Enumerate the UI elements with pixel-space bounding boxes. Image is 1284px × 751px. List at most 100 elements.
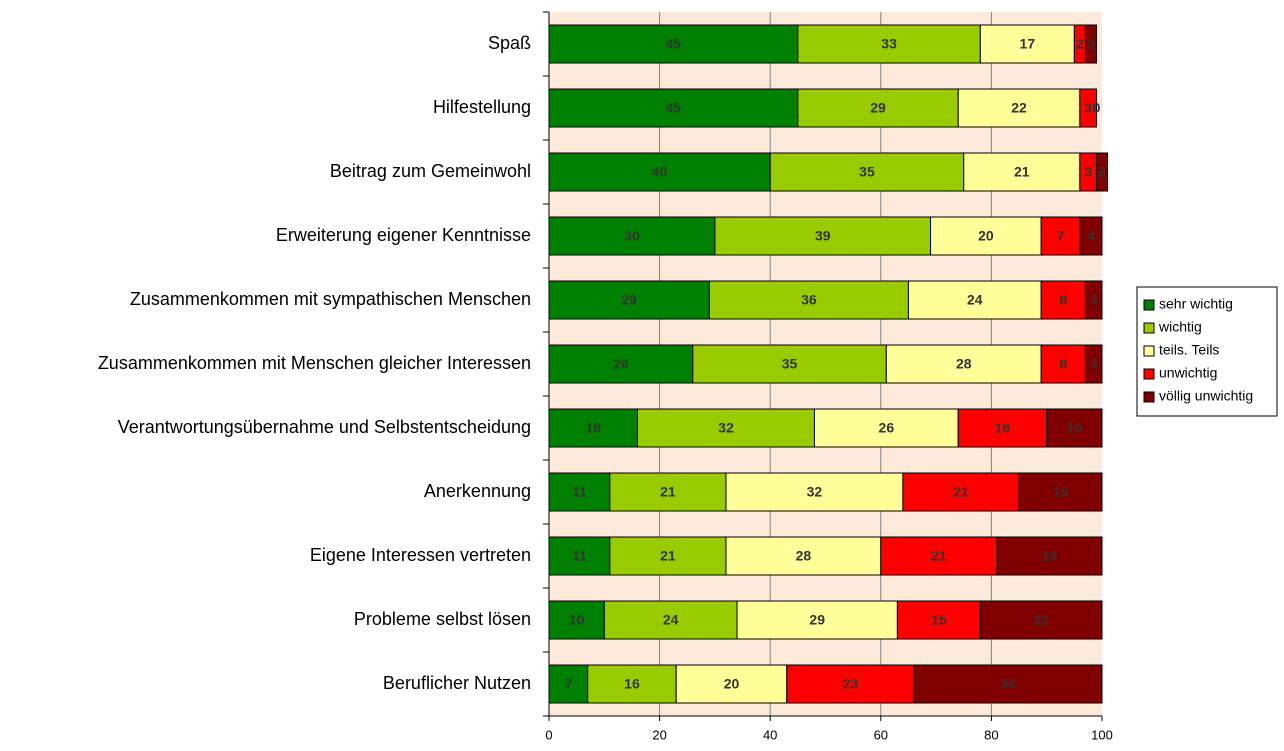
data-label: 28 [956,356,972,372]
bar-segment [797,88,959,128]
data-label: 21 [953,484,969,500]
data-label: 32 [807,484,823,500]
data-label: 15 [931,612,947,628]
data-label: 10 [569,612,585,628]
data-label: 8 [1059,292,1067,308]
data-label: 24 [663,612,679,628]
data-label: 36 [801,292,817,308]
data-label: 33 [881,36,897,52]
data-label: 15 [1053,484,1069,500]
data-label: 29 [809,612,825,628]
bar-segment [636,408,815,448]
y-tick-label: Zusammenkommen mit sympathischen Mensche… [130,289,531,309]
bar-segment [548,216,716,256]
data-label: 35 [859,164,875,180]
y-tick-label: Beruflicher Nutzen [383,673,531,693]
legend-label: wichtig [1158,319,1202,335]
y-tick-label: Spaß [488,33,531,53]
data-label: 21 [660,548,676,564]
legend-label: teils. Teils [1159,342,1219,358]
data-label: 40 [652,164,668,180]
data-label: 19 [1042,548,1058,564]
bar-segment [548,152,771,192]
bar-segment [548,280,710,320]
data-label: 17 [1020,36,1036,52]
legend-label: sehr wichtig [1159,296,1233,312]
legend-swatch [1143,391,1155,403]
x-tick-label: 40 [763,727,777,742]
bar-segment [885,344,1042,384]
bar-segment [1084,280,1103,320]
data-label: 11 [572,484,587,500]
bar-segment [1079,88,1097,128]
bar-segment [708,280,909,320]
data-label: 2 [1098,164,1106,180]
data-label: 35 [782,356,798,372]
data-label: 20 [978,228,994,244]
bar-segment [902,472,1020,512]
data-label: 3 [1084,100,1092,116]
bar-segment [736,600,898,640]
data-label: 32 [718,420,734,436]
bar-segment [725,472,904,512]
data-label: 23 [843,676,859,692]
bar-segment [979,600,1103,640]
legend-label: unwichtig [1159,365,1217,381]
x-tick-label: 60 [874,727,888,742]
y-tick-label: Eigene Interessen vertreten [310,545,531,565]
legend-swatch [1143,299,1155,311]
x-tick-label: 80 [984,727,998,742]
x-tick-label: 100 [1091,727,1113,742]
data-label: 28 [796,548,812,564]
data-label: 26 [613,356,629,372]
data-label: 39 [815,228,831,244]
bar-segment [930,216,1042,256]
data-label: 16 [995,420,1011,436]
data-label: 7 [564,676,572,692]
data-label: 34 [1000,676,1016,692]
legend-swatch [1143,345,1155,357]
bar-segment [548,408,638,448]
data-label: 2 [1087,36,1095,52]
bar-segment [1018,472,1103,512]
data-label: 21 [1014,164,1030,180]
data-label: 4 [1087,228,1095,244]
x-tick-label: 0 [545,727,552,742]
data-label: 7 [1057,228,1065,244]
data-label: 3 [1090,356,1098,372]
data-label: 29 [621,292,637,308]
bar-segment [548,600,605,640]
bar-segment [1079,216,1103,256]
data-label: 21 [660,484,676,500]
bar-segment [769,152,965,192]
y-tick-label: Anerkennung [424,481,531,501]
data-label: 29 [870,100,886,116]
data-label: 16 [624,676,640,692]
bar-segment [1084,24,1097,64]
bar-segment [609,536,727,576]
bar-segment [692,344,887,384]
bar-segment [957,88,1081,128]
data-label: 3 [1084,164,1092,180]
x-tick-label: 20 [652,727,666,742]
data-label: 16 [585,420,601,436]
bar-segment [957,408,1048,448]
bar-segment [1040,344,1086,384]
bar-segment [714,216,932,256]
data-label: 45 [666,36,682,52]
data-label: 30 [624,228,640,244]
data-label: 22 [1033,612,1049,628]
bar-segment [603,600,738,640]
data-label: 10 [1067,420,1083,436]
data-label: 3 [1090,292,1098,308]
legend-swatch [1143,322,1155,334]
legend-label: völlig unwichtig [1159,388,1253,404]
bar-segment [996,536,1103,576]
bar-segment [896,600,981,640]
y-tick-label: Beitrag zum Gemeinwohl [330,161,531,181]
data-label: 2 [1076,36,1084,52]
bar-segment [1095,152,1109,192]
data-label: 21 [931,548,947,564]
data-label: 22 [1011,100,1027,116]
